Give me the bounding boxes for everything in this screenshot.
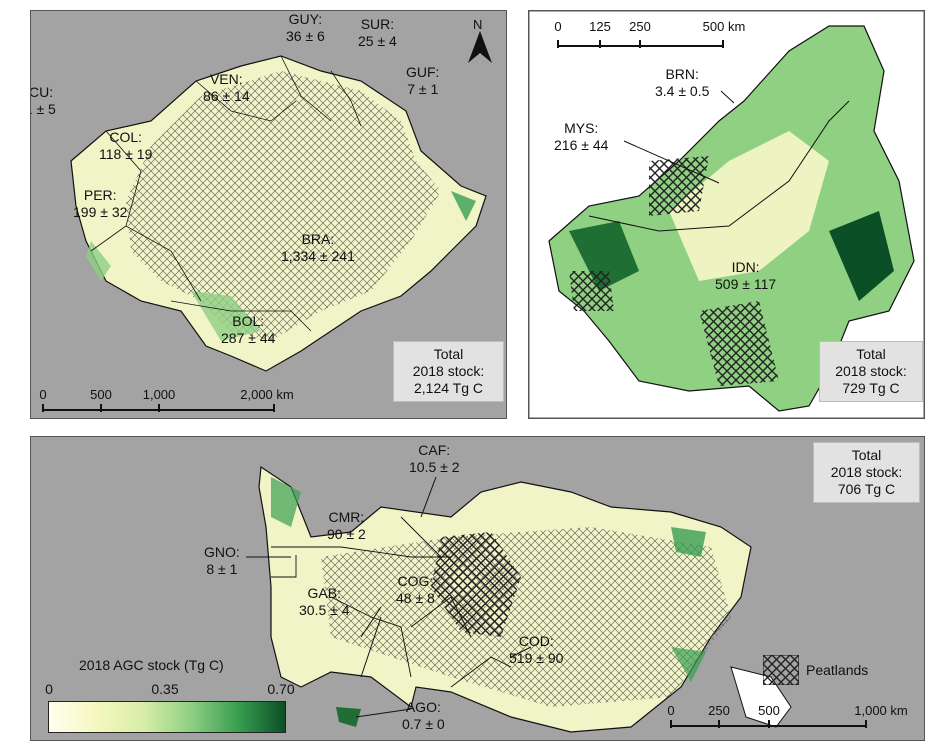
congo-map	[246, 465, 792, 733]
borneo-light	[669, 131, 829, 281]
country-borders	[90, 55, 362, 332]
forest-green-c3	[671, 647, 706, 682]
forest-green-patch-2	[86, 241, 111, 281]
label-brn: BRN: 3.4 ± 0.5	[655, 66, 710, 99]
label-gab: GAB: 30.5 ± 4	[299, 585, 350, 618]
label-bol: BOL: 287 ± 44	[221, 313, 276, 346]
panel-borneo: b 0 125 250 500 km BRN:3.4 ± 0.5 MYS:216…	[528, 10, 925, 419]
country-borders-c	[271, 516, 512, 688]
borneo-hatch-3	[569, 271, 614, 311]
total-box-b: Total 2018 stock: 729 Tg C	[819, 341, 923, 402]
borneo-map	[529, 11, 924, 418]
scale-bar-a: 0 500 1,000 2,000 km	[39, 387, 319, 417]
total-box-a: Total 2018 stock: 2,124 Tg C	[393, 341, 504, 402]
label-per: PER: 199 ± 32	[73, 187, 128, 220]
label-cog: COG: 48 ± 8	[396, 573, 435, 606]
borneo-dark-patch	[829, 211, 894, 301]
amazon-hatch	[126, 71, 441, 341]
forest-green-c2	[671, 527, 706, 557]
forest-green-patch-3	[451, 191, 476, 221]
label-ago: AGO: 0.7 ± 0	[402, 699, 445, 732]
label-mys: MYS: 216 ± 44	[554, 120, 609, 153]
label-cod: COD: 519 ± 90	[509, 633, 564, 666]
label-col: COL: 118 ± 19	[99, 129, 153, 162]
peatlands-legend-label: Peatlands	[806, 662, 869, 678]
north-arrow-icon	[468, 31, 492, 63]
peatland-hatch	[431, 532, 521, 637]
colorbar-tick-0: 0	[45, 681, 53, 697]
peatlands-swatch-icon	[763, 655, 799, 685]
angola-patch	[336, 707, 361, 727]
panel-amazon: a N GUY:36 ± 6 SUR:25 ± 4 GUF:7 ± 1 ECU:…	[30, 10, 507, 419]
label-sur: SUR: 25 ± 4	[358, 16, 397, 49]
borneo-hatch	[649, 156, 709, 216]
label-cmr: CMR: 90 ± 2	[327, 509, 366, 542]
label-caf: CAF: 10.5 ± 2	[409, 442, 460, 475]
label-idn: IDN: 509 ± 117	[715, 259, 777, 292]
forest-green-c1	[271, 477, 301, 527]
forest-green-patch	[191, 291, 261, 341]
north-label: N	[473, 17, 483, 32]
label-ecu: ECU:31 ± 5	[30, 84, 56, 117]
label-ven: VEN: 86 ± 14	[203, 71, 250, 104]
label-gno: GNO: 8 ± 1	[204, 544, 240, 577]
colorbar	[48, 701, 286, 733]
total-box-c: Total 2018 stock: 706 Tg C	[813, 442, 920, 503]
scale-bar-c: 0 250 500 1,000 km	[667, 703, 917, 735]
colorbar-tick-1: 0.35	[151, 681, 179, 697]
label-bra: BRA: 1,334 ± 241	[281, 231, 355, 264]
label-guy: GUY: 36 ± 6	[286, 11, 325, 44]
colorbar-title: 2018 AGC stock (Tg C)	[79, 657, 224, 673]
borneo-border	[588, 100, 850, 232]
borneo-hatch-2	[699, 301, 779, 386]
amazon-map	[70, 55, 487, 372]
colorbar-tick-2: 0.70	[267, 681, 295, 697]
label-guf: GUF: 7 ± 1	[406, 64, 440, 97]
borneo-dark-patch-2	[569, 221, 639, 291]
scale-bar-b: 0 125 250 500 km	[554, 19, 754, 55]
congo-hatch	[321, 527, 731, 707]
panel-congo: c CAF:10.5 ± 2 CMR:90 ± 2 GNO:8 ± 1 GAB:…	[30, 436, 925, 741]
